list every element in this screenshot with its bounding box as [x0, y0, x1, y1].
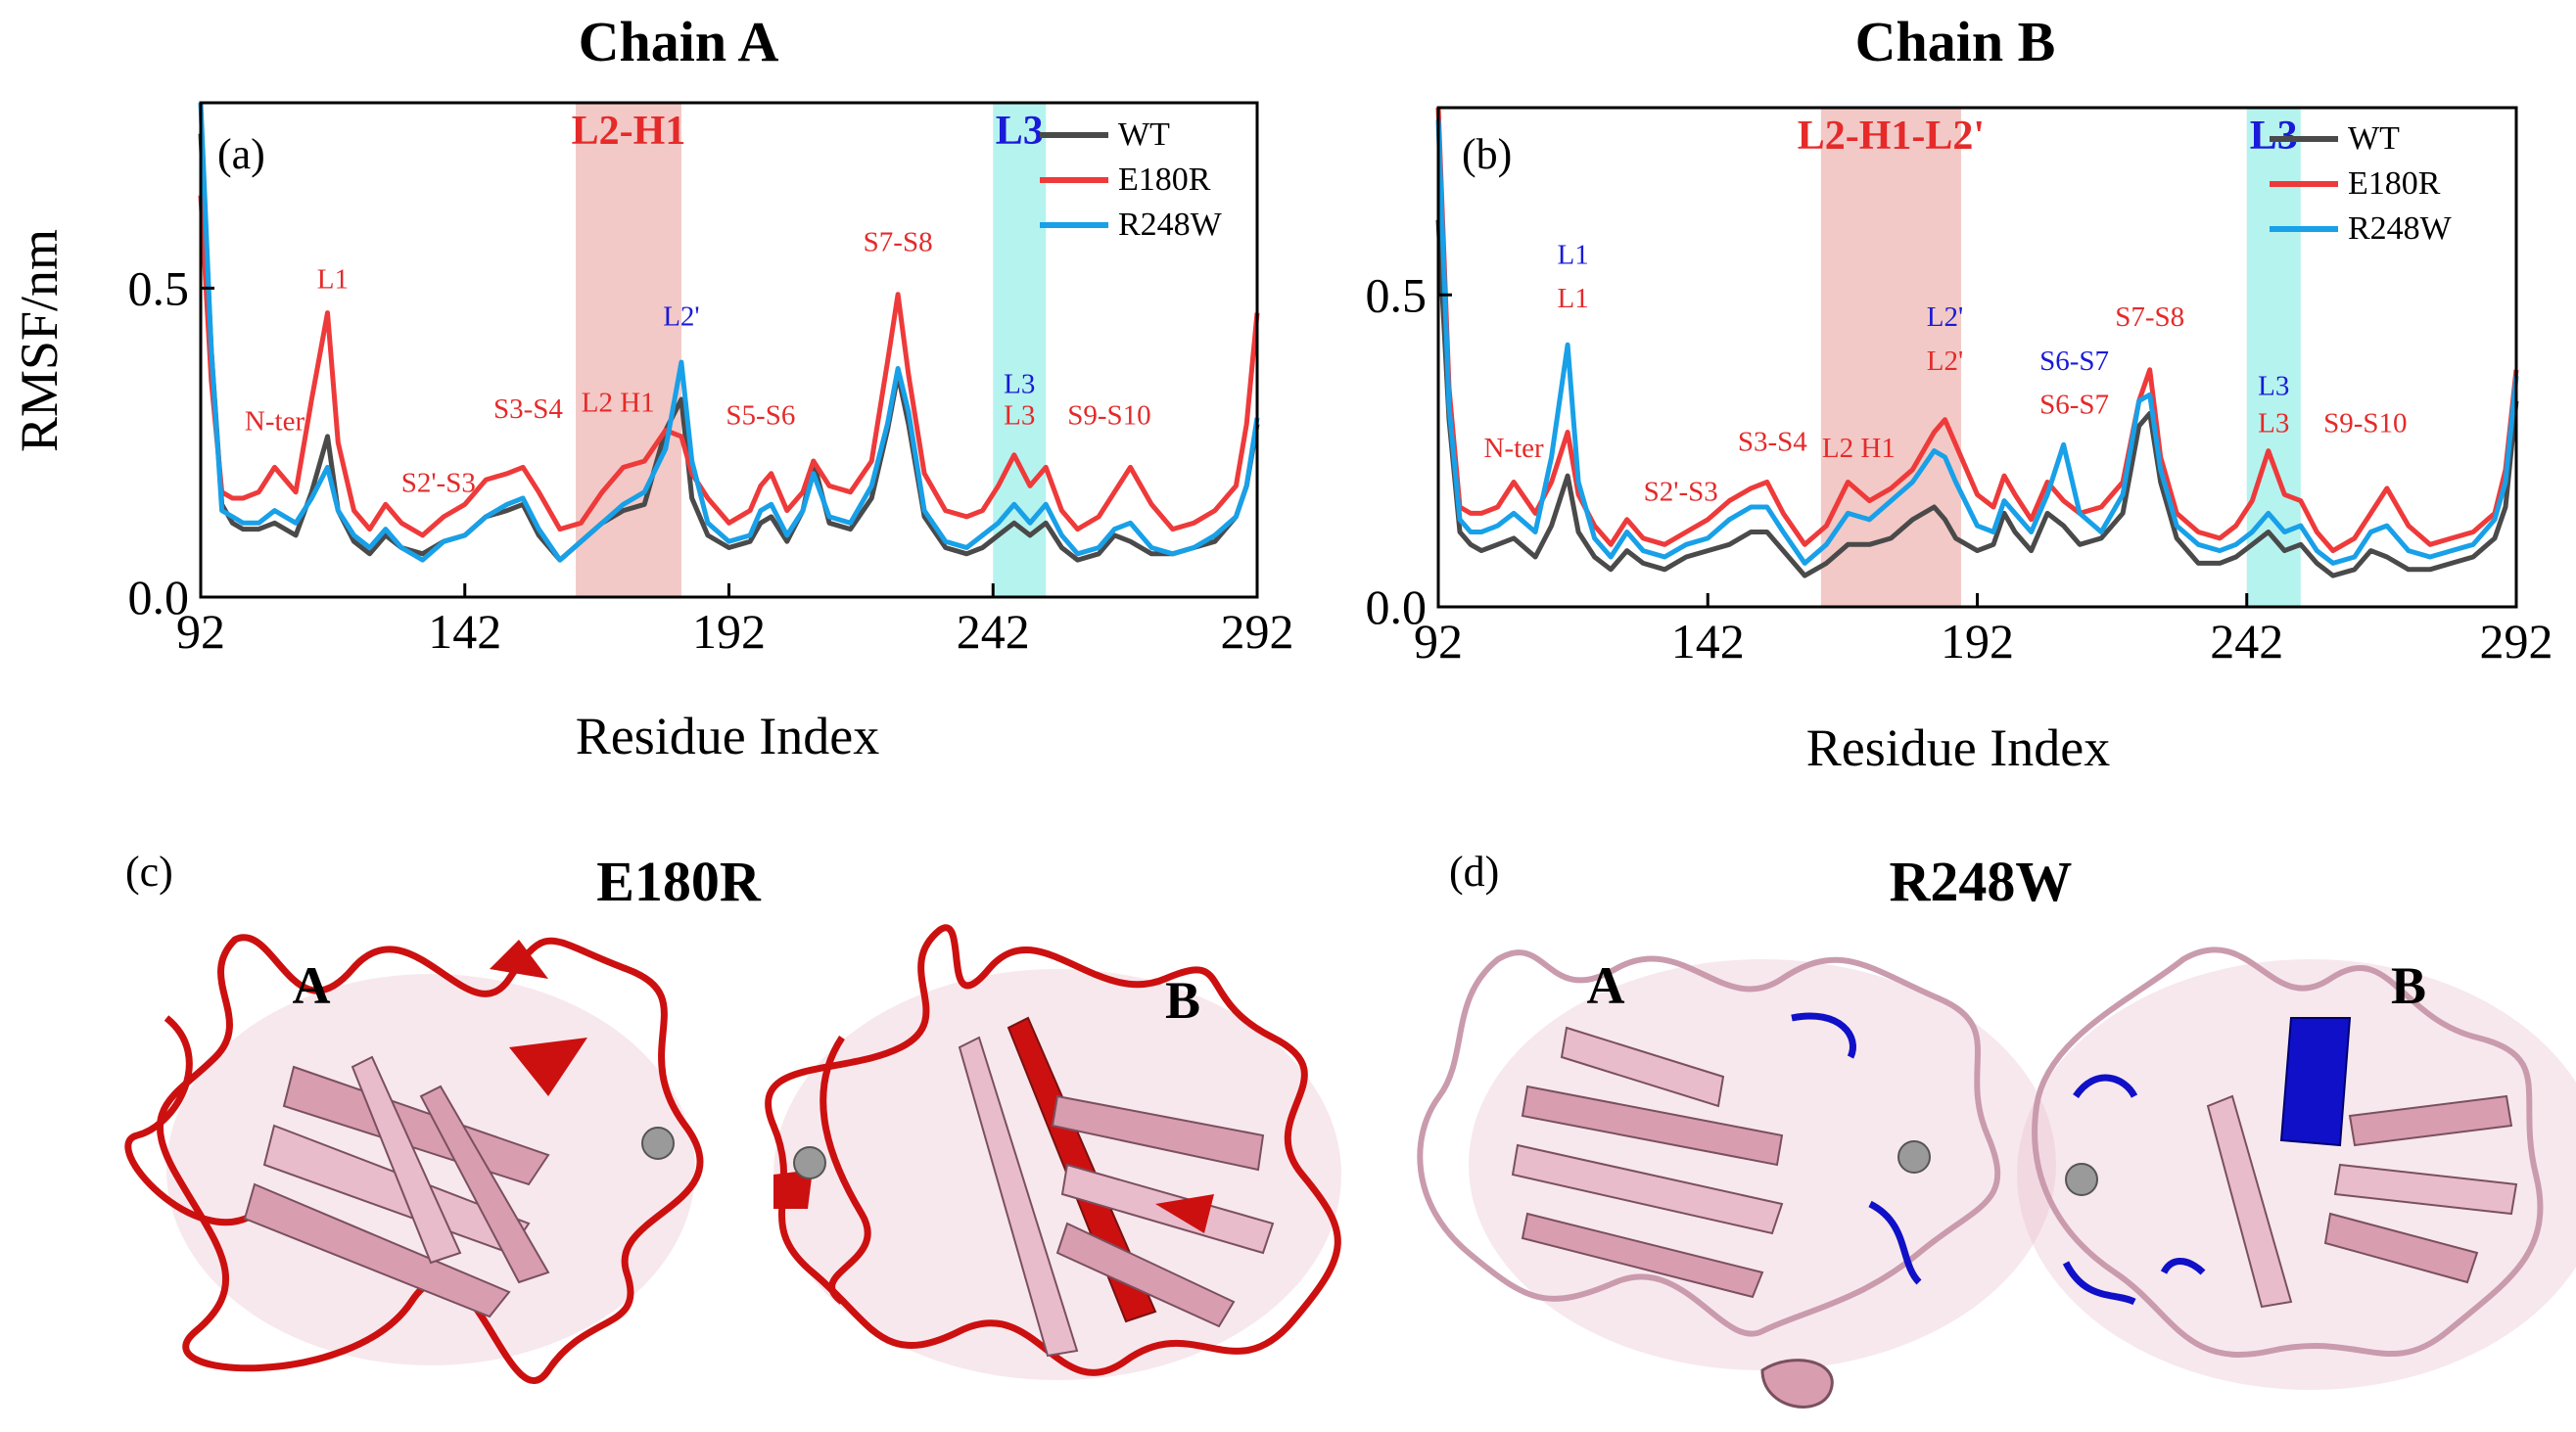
series-lines [1435, 107, 2519, 578]
peak-label: L1 [1558, 239, 1589, 270]
protein-ribbon-chain-b [765, 924, 1341, 1380]
structure-panel-e180r: (c) E180R A [124, 848, 1341, 1384]
highlight-regions: L2-H1 L3 [572, 103, 1047, 597]
panel-label: (c) [125, 848, 173, 896]
region-band [576, 103, 681, 597]
chain-label: A [1587, 956, 1625, 1015]
peak-label: S9-S10 [1067, 399, 1150, 431]
legend-label-r248w: R248W [2348, 210, 2453, 247]
peak-label: L3 [1004, 369, 1035, 400]
legend-label-e180r: E180R [2348, 165, 2441, 202]
peak-label: N-ter [245, 406, 305, 438]
chain-label: A [293, 956, 331, 1015]
peak-label: S6-S7 [2039, 346, 2109, 377]
protein-ribbon-chain-b [2017, 947, 2576, 1390]
chain-label: B [2391, 956, 2426, 1015]
x-axis-title: Residue Index [576, 707, 879, 765]
legend-label-wt: WT [2348, 120, 2400, 157]
peak-annotations: N-ter L1 L1 S2'-S3 S3-S4 L2 H1 L2' L2' S6-S7 S6-S… [1483, 239, 2407, 507]
series-line-r248w [1435, 119, 2519, 566]
peak-label: S5-S6 [726, 399, 795, 431]
peak-label: S6-S7 [2039, 389, 2109, 420]
x-tick-label: 292 [1221, 604, 1294, 659]
protein-ribbon-chain-a [124, 934, 704, 1384]
peak-label: L2' [1927, 346, 1963, 377]
peak-label: L1 [317, 263, 349, 295]
legend-label-r248w: R248W [1118, 207, 1223, 243]
rmsf-chart-chain-b: Chain B L2-H1-L2' L3 92 142 192 242 292 0.0 0.5… [1366, 10, 2553, 777]
y-tick-label: 0.0 [1366, 579, 1428, 634]
x-tick-label: 92 [1414, 614, 1463, 669]
peak-label: L2' [663, 300, 699, 332]
series-line-wt [198, 133, 1260, 563]
peak-label: S2'-S3 [1644, 477, 1718, 508]
peak-label: L3 [2258, 370, 2289, 401]
panel-label: (b) [1462, 130, 1512, 178]
region-label: L2-H1-L2' [1798, 114, 1985, 159]
series-line-e180r [198, 195, 1260, 538]
peak-label: L2' [1927, 301, 1963, 333]
structure-title: R248W [1890, 850, 2073, 913]
axis-ticks: 92 142 192 242 292 0.0 0.5 [128, 260, 1294, 659]
y-axis-title: RMSF/nm [10, 229, 69, 452]
highlight-regions: L2-H1-L2' L3 [1798, 108, 2301, 607]
x-tick-label: 142 [428, 604, 501, 659]
peak-annotations: N-ter L1 S2'-S3 S3-S4 L2 H1 L2' S5-S6 S7-S8 L3L3… [245, 227, 1151, 499]
legend-label-e180r: E180R [1118, 162, 1211, 198]
structure-title: E180R [596, 850, 762, 913]
peak-label: L1 [1558, 283, 1589, 314]
protein-ribbon-chain-a [1417, 949, 2056, 1409]
y-tick-label: 0.5 [128, 260, 190, 315]
chain-label: B [1165, 971, 1200, 1030]
x-tick-label: 292 [2480, 614, 2553, 669]
y-tick-label: 0.0 [128, 570, 190, 624]
x-tick-label: 142 [1671, 614, 1745, 669]
region-band [1820, 108, 1961, 607]
rmsf-chart-chain-a: Chain A L2-H1 L3 92 142 192 242 292 0.0 0.5 N-t… [10, 10, 1294, 765]
peak-label: S7-S8 [2115, 301, 2184, 333]
peak-label: S7-S8 [864, 227, 933, 258]
peak-label: L3 [1004, 399, 1035, 431]
x-tick-label: 192 [692, 604, 766, 659]
peak-label: L2 H1 [582, 388, 655, 419]
region-label: L2-H1 [572, 109, 686, 154]
structure-panel-r248w: (d) R248W A [1417, 848, 2576, 1409]
series-line-r248w [198, 102, 1260, 563]
x-tick-label: 242 [957, 604, 1030, 659]
y-tick-label: 0.5 [1366, 267, 1428, 322]
series-line-wt [1435, 219, 2519, 578]
axis-ticks: 92 142 192 242 292 0.0 0.5 [1366, 267, 2553, 669]
series-lines [198, 102, 1260, 563]
x-tick-label: 92 [176, 604, 225, 659]
peak-label: S3-S4 [493, 393, 563, 425]
chart-title: Chain B [1855, 10, 2056, 73]
peak-label: S9-S10 [2323, 408, 2407, 439]
panel-label: (a) [217, 130, 265, 178]
peak-label: S3-S4 [1738, 427, 1807, 458]
panel-label: (d) [1449, 848, 1499, 896]
peak-label: L2 H1 [1822, 433, 1896, 464]
x-tick-label: 242 [2210, 614, 2283, 669]
region-band [2246, 108, 2301, 607]
x-axis-title: Residue Index [1806, 718, 2110, 777]
chart-title: Chain A [579, 10, 779, 73]
legend: WT E180R R248W [2270, 120, 2453, 247]
peak-label: L3 [2258, 408, 2289, 439]
peak-label: N-ter [1483, 433, 1544, 464]
peak-label: S2'-S3 [401, 468, 476, 499]
region-label: L3 [996, 109, 1044, 154]
legend-label-wt: WT [1118, 116, 1170, 153]
legend: WT E180R R248W [1040, 116, 1223, 243]
x-tick-label: 192 [1941, 614, 2014, 669]
